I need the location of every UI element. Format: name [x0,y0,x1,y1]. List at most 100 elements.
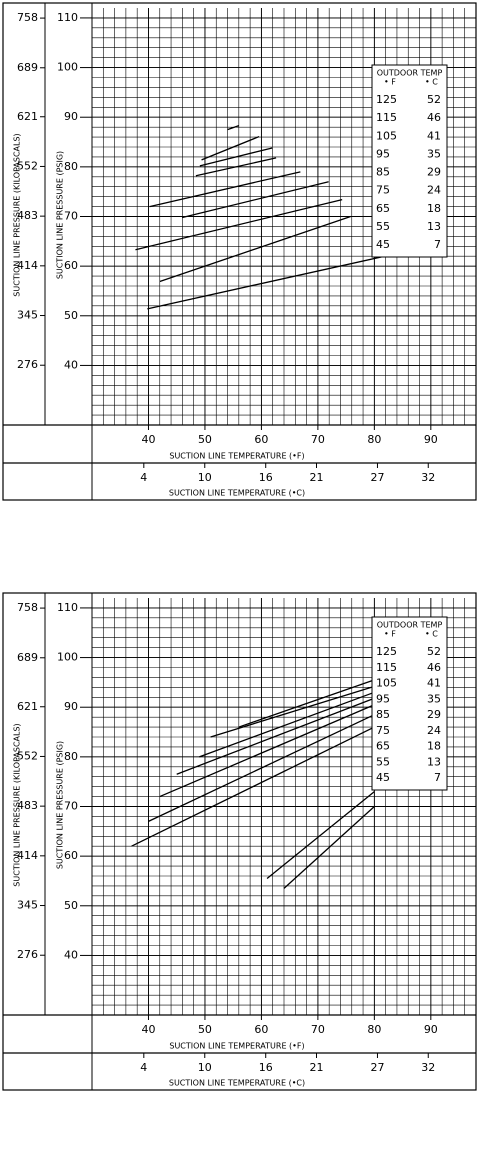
y-tick-label: 60 [64,259,78,272]
x2-tick-label: 16 [259,471,273,484]
y2-axis-title: SUCTION LINE PRESSURE (KILOPASCALS) [13,133,22,296]
x2-tick-label: 16 [259,1061,273,1074]
y-tick-label: 80 [64,750,78,763]
legend-c: 35 [427,147,441,160]
x2-tick-label: 4 [140,471,147,484]
legend-f: 75 [376,724,390,737]
legend-c: 13 [427,220,441,233]
legend-f: 85 [376,708,390,721]
y2-tick-label: 414 [17,259,38,272]
legend-c: 24 [427,184,441,197]
x-axis-title: SUCTION LINE TEMPERATURE (•F) [169,452,304,461]
y-axis-title: SUCTION LINE PRESSURE (PSIG) [56,151,65,279]
y2-tick-label: 621 [17,110,38,123]
legend-title: OUTDOOR TEMP [377,69,443,78]
legend-f: 105 [376,129,397,142]
legend-f: 95 [376,692,390,705]
legend-c: 29 [427,166,441,179]
legend-f: 65 [376,740,390,753]
frame [2,2,477,501]
legend-f: 125 [376,645,397,658]
y2-tick-label: 689 [17,651,38,664]
x2-tick-label: 4 [140,1061,147,1074]
y-tick-label: 110 [57,11,78,24]
x-tick-label: 50 [198,433,212,446]
x2-tick-label: 27 [370,471,384,484]
x2-tick-label: 27 [370,1061,384,1074]
y2-tick-label: 483 [17,799,38,812]
y2-tick-label: 345 [17,899,38,912]
data-line [159,215,351,283]
legend-header: • F [384,630,396,639]
y2-tick-label: 552 [17,749,38,762]
y-axis-title: SUCTION LINE PRESSURE (PSIG) [56,741,65,869]
data-line [149,171,301,208]
y-tick-label: 90 [64,110,78,123]
y2-axis-title: SUCTION LINE PRESSURE (KILOPASCALS) [13,723,22,886]
y-tick-label: 80 [64,160,78,173]
y-tick-label: 90 [64,700,78,713]
legend-f: 95 [376,147,390,160]
data-line [147,253,396,310]
data-line [210,685,375,738]
legend-c: 41 [427,129,441,142]
y-tick-label: 70 [64,210,78,223]
x-tick-label: 70 [311,1023,325,1036]
legend-f: 45 [376,238,390,251]
legend-c: 24 [427,724,441,737]
x2-tick-label: 10 [198,471,212,484]
legend-c: 7 [434,238,441,251]
data-line [201,135,260,161]
legend-c: 52 [427,93,441,106]
legend-f: 85 [376,166,390,179]
legend-c: 13 [427,755,441,768]
data-line [159,704,375,798]
legend-f: 75 [376,184,390,197]
legend-box [371,64,448,258]
y2-tick-label: 414 [17,849,38,862]
x-axis-title: SUCTION LINE TEMPERATURE (•F) [169,1042,304,1051]
legend-header: • F [384,78,396,87]
x-tick-label: 80 [367,433,381,446]
legend-c: 35 [427,692,441,705]
y-tick-label: 100 [57,651,78,664]
data-line [182,181,329,219]
x2-tick-label: 32 [421,471,435,484]
y-tick-label: 50 [64,899,78,912]
legend-c: 46 [427,661,441,674]
y-tick-label: 50 [64,309,78,322]
y2-tick-label: 345 [17,309,38,322]
y-tick-label: 70 [64,800,78,813]
x-tick-label: 60 [254,433,268,446]
legend-f: 55 [376,755,390,768]
legend-title: OUTDOOR TEMP [377,621,443,630]
y2-tick-label: 552 [17,159,38,172]
data-line [199,147,273,167]
y2-tick-label: 758 [17,11,38,24]
x-tick-label: 40 [141,1023,155,1036]
data-line [195,157,277,177]
legend-header: • C [425,78,438,87]
legend-header: • C [425,630,438,639]
y-tick-label: 110 [57,601,78,614]
y-tick-label: 60 [64,849,78,862]
y2-tick-label: 689 [17,61,38,74]
data-line [176,697,375,775]
chart: OUTDOOR TEMP• F • C 125 52 115 46 105 41 95 35 85 2… [2,2,477,501]
data-line [131,726,375,847]
x-tick-label: 40 [141,433,155,446]
legend-c: 18 [427,740,441,753]
x2-axis-title: SUCTION LINE TEMPERATURE (•C) [169,1079,305,1088]
data-line [266,791,375,879]
y-tick-label: 100 [57,61,78,74]
y2-tick-label: 621 [17,700,38,713]
legend-c: 46 [427,111,441,124]
data-line [135,198,343,251]
y-tick-label: 40 [64,358,78,371]
y2-tick-label: 758 [17,601,38,614]
data-line [227,125,240,131]
y2-tick-label: 276 [17,948,38,961]
legend-c: 41 [427,677,441,690]
x-tick-label: 70 [311,433,325,446]
